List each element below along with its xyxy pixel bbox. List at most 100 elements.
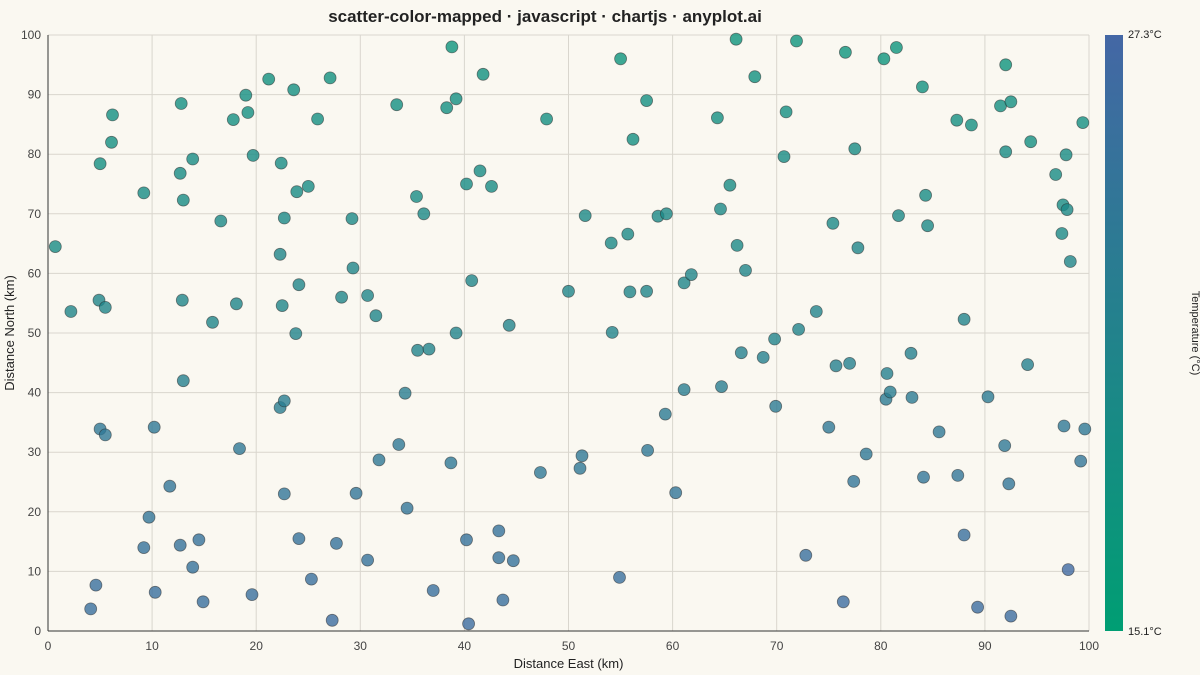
data-point <box>613 571 626 584</box>
data-point <box>392 438 406 451</box>
data-point <box>502 318 516 332</box>
data-point <box>369 309 383 323</box>
data-point <box>905 390 919 404</box>
data-point <box>329 537 343 550</box>
data-point <box>411 343 425 357</box>
x-tick-label: 60 <box>666 639 680 653</box>
data-point <box>1074 454 1088 468</box>
x-tick-label: 50 <box>562 639 576 653</box>
x-tick-label: 0 <box>45 639 52 653</box>
data-point <box>440 101 454 115</box>
data-point <box>422 342 436 356</box>
data-point <box>449 92 463 106</box>
data-point <box>859 447 873 461</box>
data-point <box>932 425 946 439</box>
data-point <box>723 178 737 192</box>
x-tick-label: 100 <box>1079 639 1099 653</box>
data-point <box>361 289 375 302</box>
data-point <box>417 207 431 221</box>
data-point <box>485 179 498 193</box>
data-point <box>756 350 770 364</box>
data-point <box>981 390 995 404</box>
data-point <box>669 486 683 500</box>
data-point <box>277 211 291 225</box>
data-point <box>950 113 964 127</box>
y-tick-label: 80 <box>28 147 42 161</box>
data-point <box>173 538 187 552</box>
data-point <box>711 111 724 125</box>
data-point <box>444 456 458 470</box>
y-tick-label: 30 <box>28 445 42 459</box>
y-axis-ticks: 0 10 20 30 40 50 60 70 80 90 100 <box>21 28 41 638</box>
x-tick-label: 20 <box>250 639 264 653</box>
data-point <box>847 474 861 488</box>
data-point <box>335 290 349 304</box>
data-point <box>799 548 813 562</box>
data-point <box>290 185 304 199</box>
data-point <box>621 227 635 241</box>
data-point <box>176 193 190 207</box>
data-point <box>275 299 289 313</box>
data-point <box>398 386 412 400</box>
data-point <box>951 468 965 482</box>
data-point <box>578 209 592 223</box>
data-point <box>410 190 423 203</box>
data-point <box>241 106 255 119</box>
data-point <box>739 263 752 277</box>
data-point <box>323 71 337 85</box>
data-point <box>287 83 301 97</box>
data-point <box>684 268 698 282</box>
data-point <box>142 510 156 524</box>
data-point <box>777 150 791 164</box>
data-point <box>917 470 930 484</box>
data-point <box>957 312 971 326</box>
y-tick-label: 70 <box>28 207 42 221</box>
data-point <box>677 383 691 397</box>
data-point <box>349 486 363 500</box>
x-axis-ticks: 0 10 20 30 40 50 60 70 80 90 100 <box>45 639 1100 653</box>
data-point <box>734 346 748 360</box>
data-point <box>714 202 727 216</box>
data-point <box>790 34 803 48</box>
data-point <box>186 560 200 574</box>
data-point <box>163 479 177 493</box>
data-point <box>957 528 971 542</box>
data-point <box>226 113 240 126</box>
data-point <box>301 179 315 193</box>
data-point <box>1063 255 1077 268</box>
data-point <box>292 532 306 545</box>
data-point <box>426 584 440 597</box>
data-point <box>246 148 260 162</box>
data-point <box>998 439 1012 453</box>
data-point <box>1061 563 1075 576</box>
data-point <box>245 588 259 601</box>
data-point <box>506 554 520 568</box>
data-point <box>147 420 161 434</box>
data-point <box>614 52 627 66</box>
data-point <box>89 578 103 592</box>
x-axis-label: Distance East (km) <box>514 656 624 671</box>
data-point <box>445 40 459 54</box>
data-point <box>292 278 306 292</box>
data-point <box>273 247 287 261</box>
chart-title: scatter-color-mapped · javascript · char… <box>328 7 762 26</box>
data-point <box>1004 609 1018 623</box>
data-point <box>186 152 200 166</box>
y-tick-label: 0 <box>34 624 41 638</box>
data-point <box>999 145 1013 159</box>
data-point <box>534 466 547 479</box>
colorbar-min-label: 15.1°C <box>1128 626 1162 638</box>
data-point <box>304 572 318 586</box>
data-point <box>400 501 414 515</box>
data-point <box>1059 148 1073 162</box>
colorbar <box>1105 35 1123 631</box>
data-point <box>829 359 843 373</box>
data-point <box>64 305 78 318</box>
data-point <box>1057 419 1071 433</box>
data-point <box>677 276 691 290</box>
data-point <box>460 533 473 547</box>
data-point <box>822 420 836 434</box>
data-point <box>492 551 506 565</box>
